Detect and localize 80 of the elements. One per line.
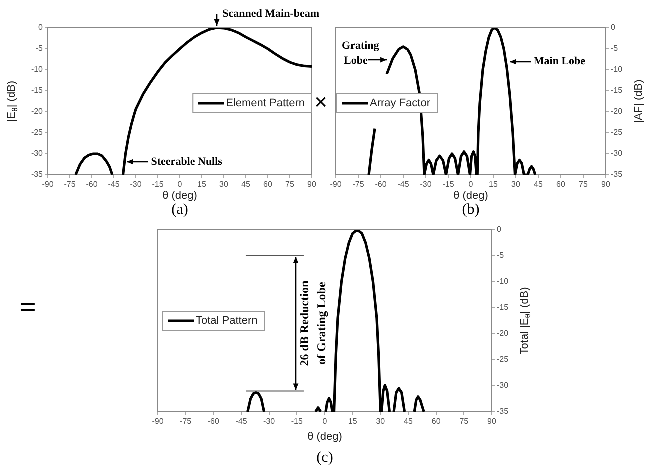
text: (b)	[462, 202, 480, 218]
x-tick-label: 45	[534, 180, 544, 190]
x-tick-label: 15	[348, 417, 358, 426]
x-tick-label: -30	[130, 180, 142, 190]
text: ×	[314, 90, 328, 115]
y2-tick-label: -15	[611, 86, 624, 96]
x-tick-label: 75	[286, 180, 295, 190]
x-tick-label: -45	[398, 180, 410, 190]
x-tick-label: -90	[330, 180, 342, 190]
x-axis-title: θ (deg)	[308, 431, 342, 444]
y2-tick-label: -35	[611, 170, 624, 180]
y2-tick-label: 0	[611, 23, 616, 32]
x-tick-label: 30	[376, 417, 386, 426]
y-tick-label: -35	[31, 170, 44, 180]
y2-tick-label: -5	[497, 251, 505, 260]
y-tick-label: -15	[31, 86, 44, 96]
annotation: Scanned Main-beam	[222, 8, 320, 20]
x-tick-label: -75	[64, 180, 76, 190]
x-tick-label: 60	[556, 180, 566, 190]
x-tick-label: -30	[264, 417, 276, 426]
y-tick-label: -5	[36, 44, 44, 54]
annotation: Steerable Nulls	[151, 156, 224, 168]
x-tick-label: 30	[512, 180, 521, 190]
x-tick-label: -60	[375, 180, 388, 190]
y-tick-label: -25	[31, 128, 44, 138]
y2-axis-title: |AF| (dB)	[633, 80, 646, 124]
y2-tick-label: -30	[497, 381, 510, 390]
x-tick-label: 0	[322, 417, 328, 426]
x-tick-label: -75	[352, 180, 365, 190]
x-tick-label: 30	[220, 180, 229, 190]
y2-tick-label: -30	[611, 149, 624, 158]
x-tick-label: 45	[242, 180, 251, 190]
y-tick-label: -20	[31, 107, 44, 116]
x-tick-label: 0	[178, 180, 183, 190]
x-tick-label: -15	[152, 180, 164, 190]
x-axis-title: θ (deg)	[162, 190, 198, 202]
x-tick-label: 60	[264, 180, 273, 190]
x-tick-label: 0	[468, 180, 474, 190]
x-tick-label: 90	[308, 180, 317, 190]
y2-tick-label: -5	[611, 44, 619, 54]
legend-label: Array Factor	[370, 98, 431, 110]
y2-tick-label: -25	[497, 355, 510, 364]
x-axis-title: θ (deg)	[454, 190, 488, 202]
x-tick-label: 75	[460, 417, 470, 426]
y2-tick-label: 0	[497, 225, 502, 234]
x-tick-label: 75	[579, 180, 588, 190]
x-tick-label: -15	[291, 417, 304, 426]
x-tick-label: -15	[442, 180, 455, 190]
x-tick-label: -45	[108, 180, 120, 190]
y2-tick-label: -20	[497, 329, 510, 338]
y2-tick-label: -15	[497, 303, 510, 312]
x-tick-label: -45	[236, 417, 248, 426]
x-tick-label: 15	[198, 180, 207, 190]
x-tick-label: -90	[42, 180, 54, 190]
text: (c)	[316, 450, 334, 466]
y2-tick-label: -35	[497, 407, 510, 416]
x-tick-label: 15	[489, 180, 498, 190]
x-tick-label: 90	[488, 417, 497, 426]
legend-label: Element Pattern	[226, 98, 305, 110]
x-tick-label: 45	[404, 417, 414, 426]
x-tick-label: -30	[420, 180, 432, 190]
annotation: 26 dB Reduction of Grating Lobe	[298, 280, 329, 366]
x-tick-label: 60	[432, 417, 442, 426]
y2-tick-label: -10	[611, 65, 624, 74]
legend-label: Total Pattern	[196, 315, 258, 328]
x-tick-label: -60	[86, 180, 98, 190]
y2-tick-label: -20	[611, 107, 624, 116]
text: =	[19, 290, 37, 324]
x-tick-label: -60	[208, 417, 220, 426]
x-tick-label: -75	[180, 417, 192, 426]
text: (a)	[172, 202, 188, 218]
y2-tick-label: -10	[497, 277, 510, 286]
y-tick-label: -10	[31, 65, 44, 74]
annotation: Main Lobe	[534, 56, 586, 68]
x-tick-label: -90	[152, 417, 164, 426]
y-tick-label: 0	[38, 23, 44, 32]
annotation: Grating Lobe	[342, 40, 380, 68]
y-tick-label: -30	[31, 149, 44, 158]
x-tick-label: 90	[602, 180, 611, 190]
y2-tick-label: -25	[611, 128, 624, 138]
